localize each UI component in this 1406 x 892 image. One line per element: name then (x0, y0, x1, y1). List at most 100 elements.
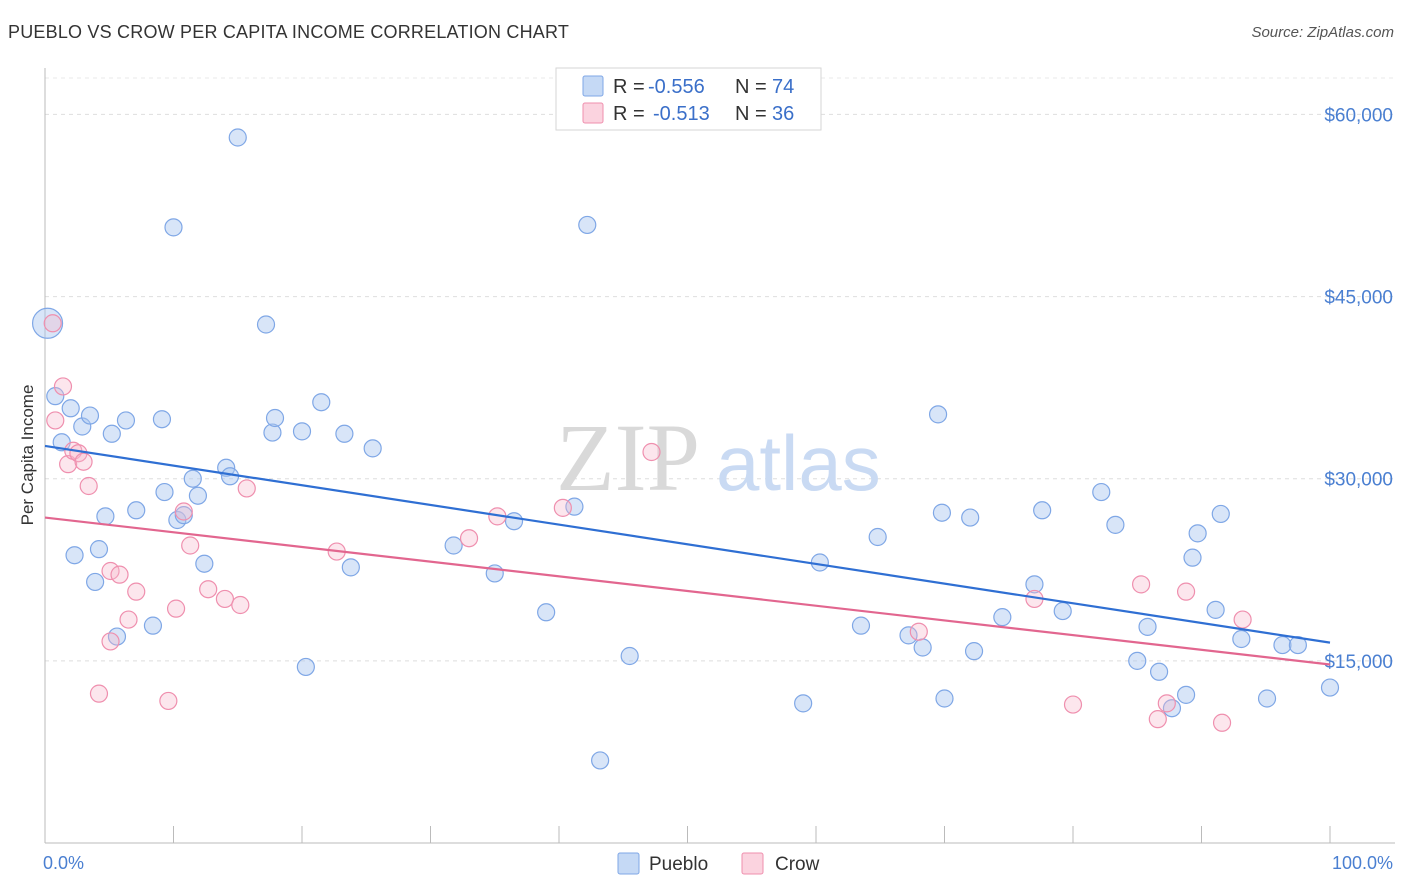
pueblo-point-39 (565, 497, 584, 516)
pueblo-point-60 (1128, 651, 1147, 670)
chart-title: PUEBLO VS CROW PER CAPITA INCOME CORRELA… (8, 22, 570, 42)
crow-point-0 (43, 314, 62, 333)
pueblo-point-73 (1320, 678, 1340, 697)
crow-point-23 (459, 529, 479, 548)
source-credit: Source: ZipAtlas.com (1251, 24, 1394, 41)
legend-n-value-crow: 36 (772, 103, 794, 125)
pueblo-point-51 (932, 503, 952, 522)
trend-lines (44, 444, 1331, 666)
pueblo-point-20 (183, 469, 202, 488)
pueblo-point-7 (86, 572, 105, 592)
crow-point-27 (909, 622, 928, 641)
pueblo-point-41 (591, 751, 610, 770)
pueblo-point-21 (188, 486, 208, 505)
pueblo-point-57 (1053, 601, 1072, 621)
legend-n-label-crow: N = (735, 103, 767, 125)
bottom-legend-label-pueblo: Pueblo (649, 854, 708, 875)
pueblo-point-61 (1138, 617, 1157, 636)
pueblo-point-56 (1033, 501, 1052, 520)
crow-point-13 (127, 582, 146, 601)
crow-point-25 (553, 498, 572, 517)
crow-point-9 (101, 632, 120, 651)
crow-point-31 (1148, 710, 1167, 729)
crow-point-15 (166, 599, 186, 618)
crow-point-20 (231, 595, 250, 615)
pueblo-point-66 (1188, 524, 1207, 543)
pueblo-point-27 (263, 423, 282, 442)
watermark: ZIP atlas (556, 404, 881, 511)
pueblo-point-63 (1162, 699, 1182, 718)
x-tick-label-0: 0.0% (43, 853, 84, 873)
crow-point-18 (199, 580, 218, 599)
watermark-zip: ZIP (556, 404, 700, 511)
crow-point-16 (174, 502, 193, 521)
pueblo-point-10 (102, 424, 121, 443)
axes (44, 68, 1395, 844)
crow-point-11 (110, 565, 129, 584)
pueblo-point-3 (61, 399, 80, 418)
points (31, 128, 1340, 770)
y-tick-label-2: $45,000 (1324, 288, 1393, 309)
pueblo-point-47 (899, 626, 918, 645)
pueblo-point-12 (116, 411, 136, 430)
y-tick-label-3: $60,000 (1324, 105, 1393, 126)
pueblo-point-29 (292, 422, 312, 441)
pueblo-point-70 (1257, 689, 1277, 708)
pueblo-point-8 (89, 540, 109, 559)
crow-point-34 (1212, 713, 1232, 732)
pueblo-point-43 (794, 694, 813, 713)
pueblo-point-59 (1106, 515, 1125, 534)
pueblo-point-28 (265, 408, 285, 428)
pueblo-point-0 (31, 307, 64, 339)
pueblo-point-40 (578, 215, 597, 235)
crow-point-32 (1157, 694, 1176, 713)
x-tick-labels: 0.0% 100.0% (43, 853, 1393, 873)
pueblo-point-64 (1176, 685, 1196, 704)
crow-point-8 (89, 684, 109, 703)
pueblo-point-52 (961, 508, 980, 527)
pueblo-point-17 (164, 218, 183, 237)
pueblo-point-53 (964, 642, 984, 661)
crow-point-19 (215, 589, 234, 609)
crow-point-21 (237, 479, 256, 498)
pueblo-point-71 (1273, 635, 1292, 655)
crow-point-17 (181, 536, 200, 555)
pueblo-point-38 (537, 603, 556, 622)
pueblo-point-22 (195, 554, 214, 573)
legend-n-label-pueblo: N = (735, 76, 767, 98)
crow-point-30 (1132, 575, 1151, 594)
bottom-legend: Pueblo Crow (617, 852, 820, 875)
legend-swatch-pueblo (582, 75, 604, 97)
y-tick-label-0: $15,000 (1324, 652, 1393, 673)
gridlines (45, 77, 1395, 662)
legend-box: R = -0.556 N = 74 R = -0.513 N = 36 (555, 67, 822, 131)
bottom-legend-label-crow: Crow (775, 854, 820, 875)
pueblo-point-6 (80, 406, 100, 425)
pueblo-point-15 (152, 410, 172, 429)
crow-point-26 (642, 442, 661, 462)
y-tick-label-1: $30,000 (1324, 470, 1393, 491)
pueblo-point-31 (312, 393, 331, 412)
pueblo-point-16 (155, 482, 174, 502)
pueblo-point-34 (363, 439, 382, 458)
pueblo-point-4 (65, 546, 84, 565)
pueblo-point-48 (913, 638, 932, 657)
crow-point-1 (46, 411, 65, 430)
pueblo-point-54 (993, 608, 1012, 627)
pueblo-point-62 (1149, 662, 1169, 681)
pueblo-point-72 (1288, 635, 1307, 655)
pueblo-point-42 (620, 646, 639, 666)
crow-point-33 (1176, 582, 1196, 601)
pueblo-point-50 (935, 689, 954, 708)
crow-point-14 (159, 691, 178, 711)
crow-point-6 (74, 452, 93, 471)
pueblo-point-65 (1183, 548, 1202, 567)
pueblo-point-68 (1211, 504, 1230, 524)
crow-trend-line (44, 516, 1331, 666)
pueblo-point-9 (96, 507, 115, 526)
pueblo-point-46 (868, 527, 887, 547)
watermark-atlas: atlas (716, 419, 881, 507)
pueblo-point-35 (444, 536, 463, 555)
legend-n-value-pueblo: 74 (772, 76, 794, 98)
